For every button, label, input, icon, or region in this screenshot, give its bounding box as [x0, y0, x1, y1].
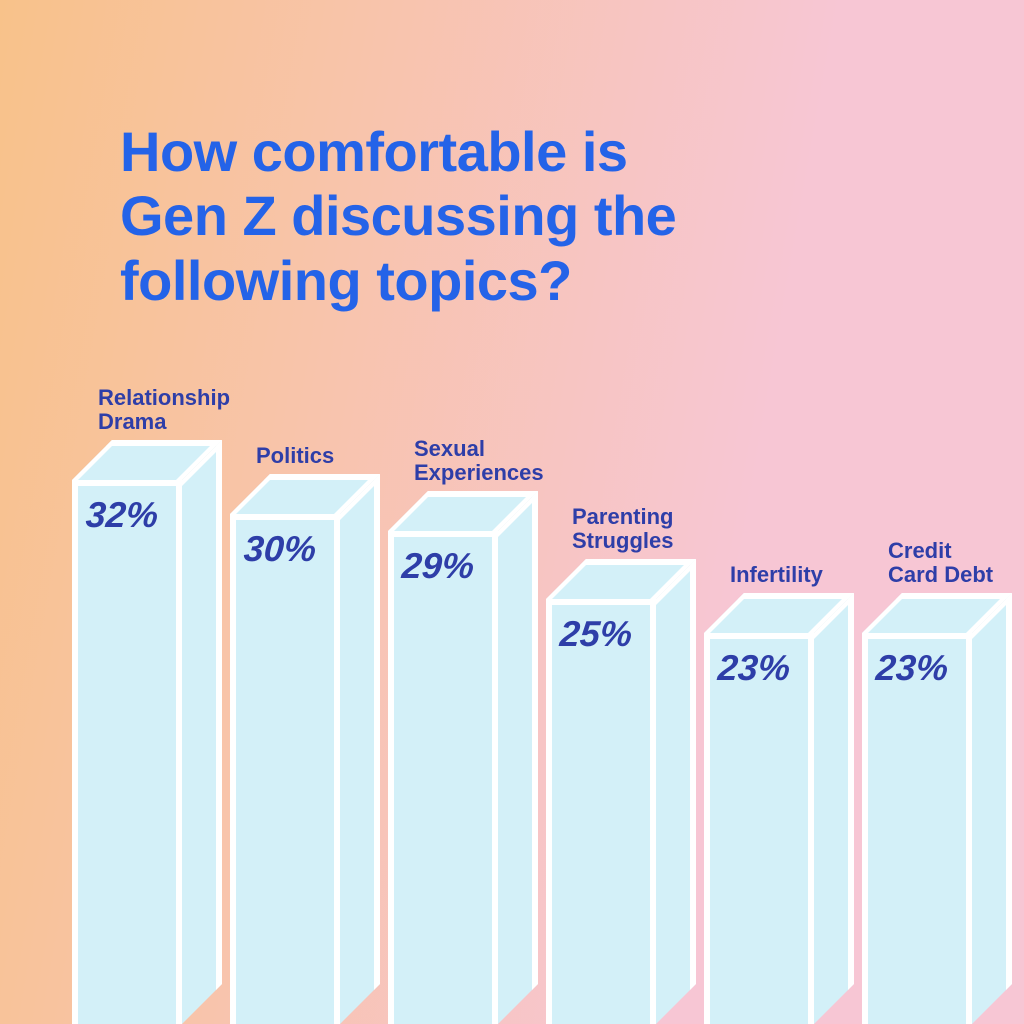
bar-value: 25% — [559, 613, 634, 655]
bar-label: Sexual Experiences — [414, 437, 544, 485]
bar: Parenting Struggles25% — [546, 559, 696, 1024]
bar-value: 29% — [401, 545, 476, 587]
bar: Sexual Experiences29% — [388, 491, 538, 1024]
bar: Relationship Drama32% — [72, 440, 222, 1024]
bar: Credit Card Debt23% — [862, 593, 1012, 1024]
bar: Politics30% — [230, 474, 380, 1024]
bar-value: 23% — [717, 647, 792, 689]
bar: Infertility23% — [704, 593, 854, 1024]
bar-label: Politics — [256, 444, 334, 468]
bar-value: 23% — [875, 647, 950, 689]
bar-value: 30% — [243, 528, 318, 570]
bar-label: Infertility — [730, 563, 823, 587]
bar-chart: Relationship Drama32%Politics30%Sexual E… — [0, 464, 1024, 1024]
bar-value: 32% — [85, 494, 160, 536]
bar-label: Relationship Drama — [98, 386, 230, 434]
bar-label: Credit Card Debt — [888, 539, 993, 587]
bar-label: Parenting Struggles — [572, 505, 673, 553]
chart-title: How comfortable is Gen Z discussing the … — [120, 120, 676, 313]
